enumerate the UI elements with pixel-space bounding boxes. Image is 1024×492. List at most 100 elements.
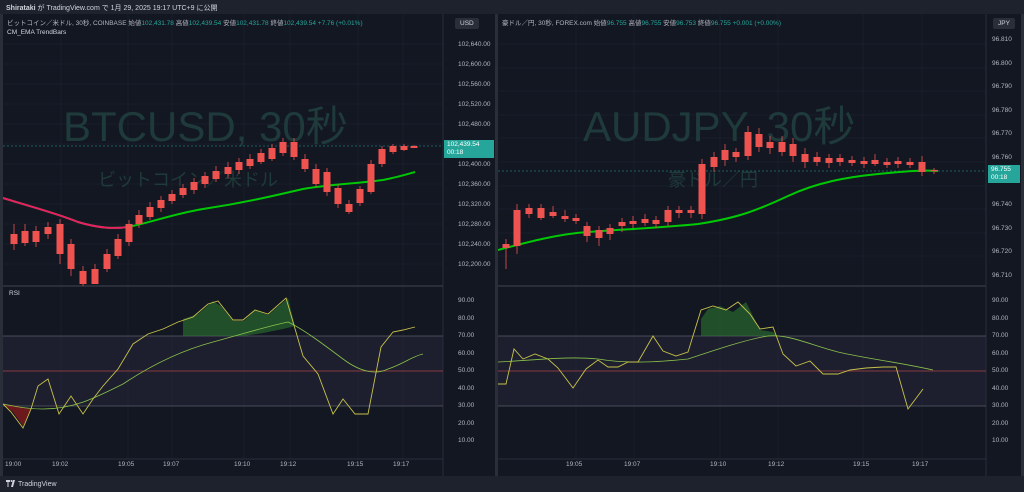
candle-body[interactable] [168,194,176,201]
candle-body[interactable] [10,234,18,244]
candle-body[interactable] [32,231,40,242]
candle-body[interactable] [79,271,87,284]
rsi-tick-label: 10.00 [992,437,1009,444]
rsi-line [3,297,416,429]
candle-body[interactable] [629,221,637,224]
candle-body[interactable] [56,224,64,254]
time-tick-label: 19:15 [853,461,870,468]
candle-body[interactable] [836,158,844,162]
rsi-tick-label: 30.00 [458,402,475,409]
candle-body[interactable] [367,164,375,192]
candle-body[interactable] [525,208,533,214]
candle-body[interactable] [549,212,557,216]
candle-body[interactable] [268,148,276,159]
candle-body[interactable] [246,159,254,166]
audjpy-chart-canvas[interactable]: AUDJPY, 30秒 豪ドル／円 [498,14,1021,476]
currency-badge[interactable]: JPY [993,18,1015,29]
candle-body[interactable] [312,169,320,184]
candle-body[interactable] [323,172,331,192]
candle-body[interactable] [789,144,797,156]
candle-body[interactable] [114,239,122,256]
candle-body[interactable] [848,160,856,163]
candle-body[interactable] [135,215,143,224]
candle-body[interactable] [813,157,821,162]
candle-body[interactable] [146,207,154,217]
candle-body[interactable] [179,188,187,195]
candle-body[interactable] [894,161,902,164]
candle-body[interactable] [103,254,111,269]
candle-body[interactable] [410,146,418,148]
candle-body[interactable] [502,244,510,248]
candle-body[interactable] [345,204,353,212]
candle-body[interactable] [235,162,243,170]
candle-body[interactable] [279,142,287,153]
candle-body[interactable] [583,226,591,236]
candle-body[interactable] [744,132,752,156]
candle-body[interactable] [732,152,740,157]
brand-name[interactable]: TradingView [18,481,57,488]
candle-body[interactable] [860,161,868,164]
candle-body[interactable] [710,157,718,167]
candle-body[interactable] [871,160,879,164]
indicator-name[interactable]: CM_EMA TrendBars [7,29,67,36]
symbol-title[interactable]: 豪ドル／円, 30秒, FOREX.com [502,20,592,27]
candle-body[interactable] [125,224,133,242]
candle-body[interactable] [755,134,763,147]
candle-body[interactable] [595,230,603,238]
candle-body[interactable] [91,269,99,284]
candle-body[interactable] [356,189,364,203]
candle-body[interactable] [257,153,265,162]
candle-body[interactable] [224,167,232,174]
candle-body[interactable] [561,216,569,219]
candle-body[interactable] [664,210,672,222]
candle-body[interactable] [698,164,706,214]
candle-body[interactable] [572,218,580,221]
rsi-ma-line [3,321,424,410]
candle-body[interactable] [618,222,626,226]
candle-body[interactable] [778,142,786,152]
symbol-title[interactable]: ビットコイン／米ドル, 30秒, COINBASE [7,20,127,27]
change-value: +0.001 (+0.00%) [732,20,781,27]
candle-body[interactable] [918,162,926,172]
candle-body[interactable] [652,220,660,224]
candle-body[interactable] [44,227,52,234]
candle-body[interactable] [301,159,309,169]
candle-body[interactable] [606,228,614,234]
btcusd-chart-panel[interactable]: BTCUSD, 30秒 ビットコイン／米ドル ビットコイン／米ドル, 30秒, … [3,14,495,476]
audjpy-candles[interactable] [502,126,938,269]
candle-body[interactable] [801,154,809,162]
rsi-oversold-fill [3,404,31,426]
rsi-label[interactable]: RSI [9,290,20,297]
btcusd-chart-canvas[interactable]: BTCUSD, 30秒 ビットコイン／米ドル [3,14,495,476]
candle-body[interactable] [212,171,220,179]
candle-body[interactable] [201,176,209,184]
currency-badge[interactable]: USD [455,18,479,29]
btcusd-candles[interactable] [10,138,418,286]
candle-body[interactable] [334,188,342,204]
candle-body[interactable] [190,182,198,190]
candle-body[interactable] [400,146,408,150]
candle-body[interactable] [537,208,545,218]
candle-body[interactable] [721,150,729,160]
candle-body[interactable] [766,142,774,148]
author-name[interactable]: Shirataki [6,5,36,12]
candle-body[interactable] [906,162,914,165]
candle-body[interactable] [378,149,386,164]
rsi-tick-label: 90.00 [458,297,475,304]
candle-body[interactable] [825,158,833,163]
audjpy-chart-panel[interactable]: AUDJPY, 30秒 豪ドル／円 豪ドル／円, 30秒, FOREX.com … [498,14,1021,476]
candle-body[interactable] [67,244,75,269]
candle-body[interactable] [290,142,298,157]
candle-body[interactable] [389,146,397,152]
candle-body[interactable] [687,210,695,213]
candle-body[interactable] [930,170,938,172]
candle-body[interactable] [21,231,29,243]
candle-body[interactable] [513,210,521,246]
price-tick-label: 102,560.00 [458,81,491,88]
candle-body[interactable] [883,162,891,165]
rsi-overbought-fill [701,302,778,336]
candle-body[interactable] [675,210,683,213]
candle-body[interactable] [157,200,165,208]
rsi-tick-label: 90.00 [992,297,1009,304]
candle-body[interactable] [641,219,649,223]
